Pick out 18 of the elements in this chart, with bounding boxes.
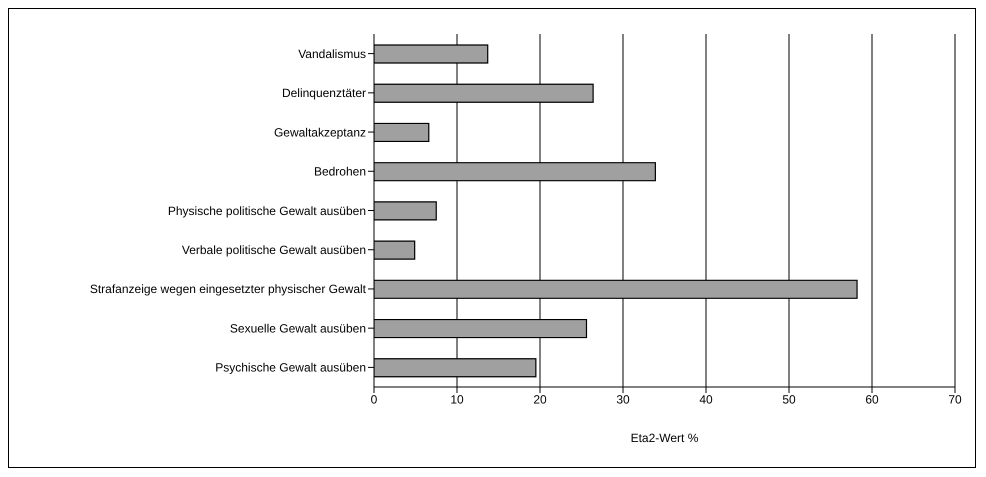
y-tick-label: Strafanzeige wegen eingesetzter physischer Gewalt [90, 282, 367, 296]
y-tick-label: Gewaltakzeptanz [274, 125, 366, 140]
x-axis-title: Eta2-Wert % [630, 431, 699, 445]
x-tick-label: 10 [450, 392, 464, 407]
y-tick-label: Vandalismus [298, 46, 366, 61]
x-tick-label: 70 [948, 392, 962, 407]
x-tick-label: 50 [782, 392, 796, 407]
x-tick-label: 60 [865, 392, 879, 407]
x-tick-label: 20 [533, 392, 547, 407]
y-tick-label: Verbale politische Gewalt ausüben [182, 242, 366, 257]
x-tick-label: 0 [370, 392, 378, 407]
y-tick-label: Sexuelle Gewalt ausüben [230, 321, 366, 336]
y-tick-label: Physische politische Gewalt ausüben [168, 204, 366, 218]
x-tick-label: 40 [699, 392, 713, 407]
y-tick-label: Delinquenztäter [282, 86, 366, 100]
y-tick-label: Psychische Gewalt ausüben [215, 360, 366, 375]
x-tick-label: 30 [616, 392, 630, 407]
y-tick-label: Bedrohen [314, 164, 366, 179]
